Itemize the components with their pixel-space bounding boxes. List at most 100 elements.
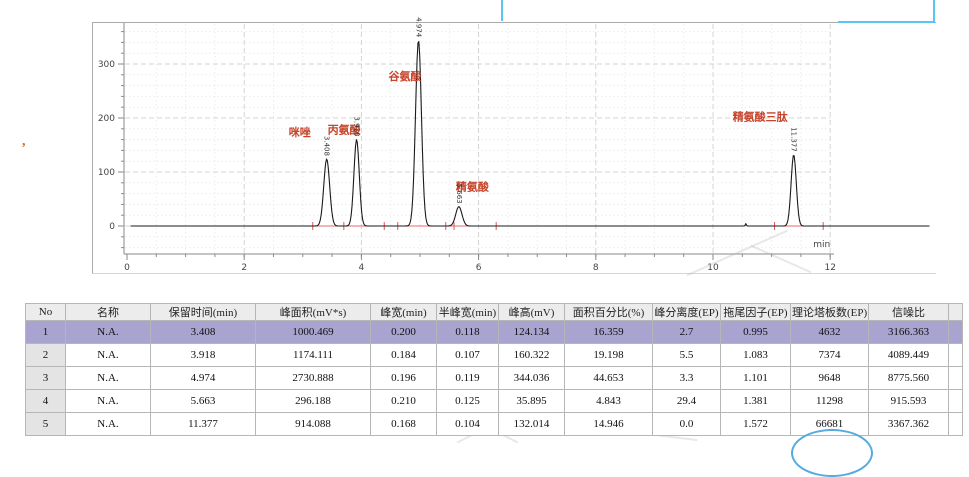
- peak-name-label: 谷氨酸: [388, 69, 422, 83]
- y-tick-label: 0: [109, 222, 115, 232]
- table-cell: 3: [25, 366, 66, 390]
- peak-name-label: 精氨酸: [456, 180, 490, 194]
- table-row[interactable]: 4 N.A. 5.663 296.188 0.210 0.125 35.895 4.843 29…: [25, 389, 963, 413]
- table-cell: N.A.: [65, 389, 151, 413]
- table-cell: 914.088: [255, 412, 371, 436]
- table-cell: 2730.888: [255, 366, 371, 390]
- table-cell: 9648: [790, 366, 869, 390]
- table-row[interactable]: 1 N.A. 3.408 1000.469 0.200 0.118 124.134 16.35…: [25, 320, 963, 344]
- table-cell: 4632: [790, 320, 869, 344]
- chromatography-report-page: { "stray_text": ",", "chart_data": { "ty…: [22, 0, 963, 477]
- table-cell: 4089.449: [868, 343, 949, 367]
- table-cell: 0.200: [370, 320, 437, 344]
- table-cell: 29.4: [652, 389, 721, 413]
- column-header-blank: [948, 303, 963, 321]
- column-header: 峰宽(min): [370, 303, 437, 321]
- table-cell: 0.119: [436, 366, 499, 390]
- table-cell: 7374: [790, 343, 869, 367]
- table-header: No 名称 保留时间(min) 峰面积(mV*s) 峰宽(min) 半峰宽(min) 峰高(…: [25, 303, 963, 321]
- table-cell: 0.995: [720, 320, 791, 344]
- table-cell: 44.653: [564, 366, 653, 390]
- peak-name-label: 咪唑: [289, 125, 311, 139]
- column-header: 拖尾因子(EP): [720, 303, 791, 321]
- table-cell: 3.408: [150, 320, 256, 344]
- x-axis-unit-label: min: [813, 240, 830, 250]
- table-cell: [948, 343, 963, 367]
- table-cell: 0.168: [370, 412, 437, 436]
- column-header: 峰高(mV): [498, 303, 565, 321]
- peak-rt-label: 3.918: [353, 116, 361, 136]
- table-row[interactable]: 5 N.A. 11.377 914.088 0.168 0.104 132.014 14.94…: [25, 412, 963, 436]
- table-cell: 344.036: [498, 366, 565, 390]
- table-cell: 4: [25, 389, 66, 413]
- table-cell: 4.974: [150, 366, 256, 390]
- table-cell: 124.134: [498, 320, 565, 344]
- column-header: 名称: [65, 303, 151, 321]
- column-header: 理论塔板数(EP): [790, 303, 869, 321]
- table-cell: 1000.469: [255, 320, 371, 344]
- table-cell: 160.322: [498, 343, 565, 367]
- table-cell: 3367.362: [868, 412, 949, 436]
- callout-box-left-edge: [501, 0, 503, 21]
- table-cell: 1174.111: [255, 343, 371, 367]
- x-tick-label: 10: [707, 263, 719, 273]
- callout-box-bottom-edge: [838, 21, 935, 23]
- table-cell: [948, 320, 963, 344]
- x-tick-label: 6: [476, 263, 482, 273]
- highlight-ellipse-annotation: [791, 429, 873, 477]
- table-row[interactable]: 2 N.A. 3.918 1174.111 0.184 0.107 160.322 19.19…: [25, 343, 963, 367]
- column-header: 峰面积(mV*s): [255, 303, 371, 321]
- callout-box-right-edge: [933, 0, 935, 23]
- peak-rt-label: 3.408: [323, 136, 331, 156]
- table-cell: 11298: [790, 389, 869, 413]
- table-cell: 132.014: [498, 412, 565, 436]
- column-header: 半峰宽(min): [436, 303, 499, 321]
- table-cell: 2.7: [652, 320, 721, 344]
- table-cell: 14.946: [564, 412, 653, 436]
- table-cell: 5.663: [150, 389, 256, 413]
- table-cell: 5.5: [652, 343, 721, 367]
- column-header: 保留时间(min): [150, 303, 256, 321]
- peak-name-label: 丙氨酸: [328, 122, 362, 136]
- table-cell: 5: [25, 412, 66, 436]
- table-cell: 915.593: [868, 389, 949, 413]
- table-cell: 0.125: [436, 389, 499, 413]
- x-tick-label: 0: [124, 263, 130, 273]
- table-cell: N.A.: [65, 412, 151, 436]
- table-cell: 35.895: [498, 389, 565, 413]
- table-cell: 2: [25, 343, 66, 367]
- table-cell: 19.198: [564, 343, 653, 367]
- table-cell: N.A.: [65, 320, 151, 344]
- peak-rt-label: 5.663: [455, 184, 463, 204]
- stray-comma-text: ,: [22, 134, 26, 149]
- table-cell: 1: [25, 320, 66, 344]
- peak-rt-label: 4.974: [414, 17, 422, 38]
- table-cell: 0.107: [436, 343, 499, 367]
- chromatogram-panel: 0 100 200 300 0 2 4 6 8 10 12 min 咪唑 3.408 丙氨酸 3.918 谷氨酸…: [92, 17, 936, 274]
- table-cell: 0.196: [370, 366, 437, 390]
- table-cell: 1.083: [720, 343, 791, 367]
- table-cell: 11.377: [150, 412, 256, 436]
- y-tick-label: 200: [98, 114, 115, 124]
- x-tick-label: 4: [359, 263, 365, 273]
- x-tick-label: 2: [241, 263, 247, 273]
- table-cell: N.A.: [65, 366, 151, 390]
- y-tick-label: 300: [98, 60, 115, 70]
- column-header: 面积百分比(%): [564, 303, 653, 321]
- peak-name-label: 精氨酸三肽: [733, 110, 789, 124]
- table-cell: 3166.363: [868, 320, 949, 344]
- table-cell: 1.101: [720, 366, 791, 390]
- table-cell: 1.381: [720, 389, 791, 413]
- column-header: No: [25, 303, 66, 321]
- y-tick-label: 100: [98, 168, 115, 178]
- table-row[interactable]: 3 N.A. 4.974 2730.888 0.196 0.119 344.036 44.65…: [25, 366, 963, 390]
- table-cell: 0.0: [652, 412, 721, 436]
- table-cell: 0.104: [436, 412, 499, 436]
- table-cell: 8775.560: [868, 366, 949, 390]
- signal-trace: [130, 40, 930, 227]
- column-header: 峰分离度(EP): [652, 303, 721, 321]
- table-cell: N.A.: [65, 343, 151, 367]
- table-cell: 0.118: [436, 320, 499, 344]
- x-tick-label: 8: [593, 263, 599, 273]
